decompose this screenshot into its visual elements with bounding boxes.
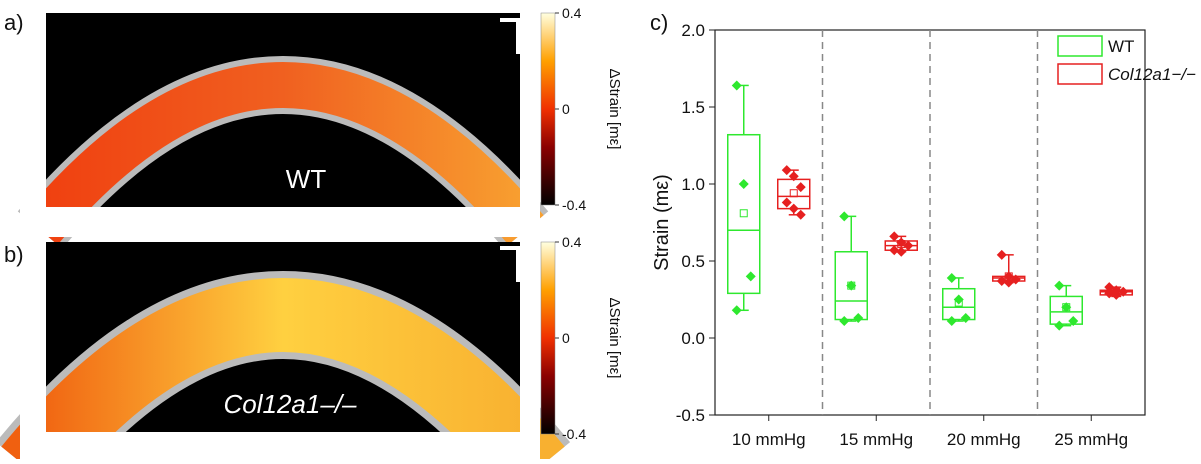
y-tick-label: 0.5 [681, 252, 705, 271]
y-axis-label: Strain (mε) [651, 174, 673, 271]
data-point [889, 245, 900, 256]
data-point [781, 197, 792, 208]
data-point [781, 165, 792, 176]
panel-label: b) [4, 242, 24, 267]
colorbar-tick-label: -0.4 [562, 197, 586, 213]
data-point [1118, 286, 1129, 297]
data-point [1054, 280, 1065, 291]
data-point [946, 272, 957, 283]
data-point [846, 280, 857, 291]
legend-swatch [1057, 63, 1103, 85]
data-point [1010, 274, 1021, 285]
data-point [896, 246, 907, 257]
data-point [946, 316, 957, 327]
panel-label: c) [650, 10, 668, 35]
data-point [1104, 288, 1115, 299]
data-point [1054, 320, 1065, 331]
x-tick-label: 20 mmHg [947, 430, 1021, 449]
x-tick-label: 10 mmHg [732, 430, 806, 449]
colorbar [540, 12, 556, 206]
y-tick-label: 1.5 [681, 98, 705, 117]
data-point [853, 312, 864, 323]
colorbar-tick-label: 0.4 [562, 234, 582, 250]
box [942, 287, 976, 321]
strain-image-b [0, 240, 571, 464]
legend-swatch [1057, 35, 1103, 57]
data-point [731, 305, 742, 316]
data-point [996, 249, 1007, 260]
x-tick-label: 25 mmHg [1054, 430, 1128, 449]
legend-label: Col12a1−/− [1108, 65, 1196, 84]
y-tick-label: 1.0 [681, 175, 705, 194]
data-point [795, 182, 806, 193]
data-point [889, 231, 900, 242]
data-point [731, 80, 742, 91]
data-point [896, 237, 907, 248]
box [834, 251, 868, 321]
data-point [788, 203, 799, 214]
mean [789, 189, 798, 198]
data-point [788, 171, 799, 182]
box [727, 133, 761, 295]
data-point [839, 211, 850, 222]
colorbar-label: ΔStrain [mε] [606, 69, 623, 150]
data-point [1111, 289, 1122, 300]
image-caption: WT [286, 164, 327, 194]
data-point [903, 240, 914, 251]
y-tick-label: 0.0 [681, 329, 705, 348]
y-tick-label: 2.0 [681, 21, 705, 40]
data-point [1068, 316, 1079, 327]
colorbar-tick-label: 0 [562, 330, 570, 346]
image-caption: Col12a1–/– [224, 389, 358, 419]
strain-image-a [17, 0, 549, 249]
colorbar-tick-label: 0.4 [562, 5, 582, 21]
data-point [996, 276, 1007, 287]
mean [739, 209, 748, 218]
data-point [738, 179, 749, 189]
y-tick-label: -0.5 [676, 406, 705, 425]
data-point [1003, 271, 1014, 282]
data-point [960, 312, 971, 323]
legend-label: WT [1108, 37, 1134, 56]
colorbar-tick-label: 0 [562, 101, 570, 117]
box [1049, 295, 1083, 325]
data-point [1003, 277, 1014, 288]
colorbar-label: ΔStrain [mε] [606, 298, 623, 379]
data-point [1104, 282, 1115, 293]
colorbar [540, 241, 556, 435]
data-point [953, 294, 964, 305]
colorbar-tick-label: -0.4 [562, 426, 586, 442]
data-point [1061, 302, 1072, 313]
x-tick-label: 15 mmHg [839, 430, 913, 449]
data-point [839, 316, 850, 327]
data-point [795, 209, 806, 220]
panel-label: a) [4, 10, 24, 35]
data-point [745, 271, 756, 282]
